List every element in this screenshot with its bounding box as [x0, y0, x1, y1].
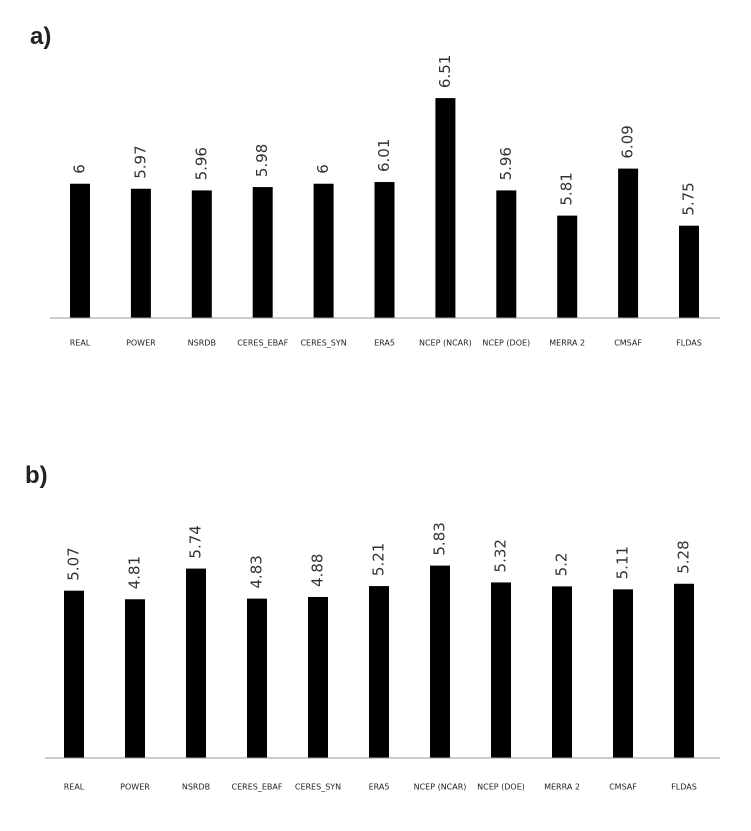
bar: [191, 190, 212, 318]
bar: [613, 589, 633, 758]
panel-label: a): [30, 23, 51, 50]
x-tick-label: FLDAS: [671, 783, 697, 792]
bar: [430, 565, 450, 758]
x-tick-label: NCEP (NCAR): [419, 339, 472, 348]
x-tick-label: MERRA 2: [549, 339, 585, 348]
bar: [64, 590, 84, 758]
x-tick-label: MERRA 2: [544, 783, 580, 792]
bar: [369, 586, 389, 758]
x-tick-label: ERA5: [369, 783, 390, 792]
bar: [125, 599, 145, 758]
bar: [496, 190, 517, 318]
bar: [557, 215, 578, 318]
value-label: 6.01: [375, 139, 393, 172]
value-label: 4.88: [309, 554, 327, 587]
value-label: 5.96: [192, 147, 210, 180]
value-label: 5.74: [187, 525, 205, 558]
x-tick-label: FLDAS: [676, 339, 702, 348]
value-label: 5.28: [675, 540, 693, 573]
value-label: 5.07: [65, 547, 83, 580]
panel-label: b): [25, 462, 48, 489]
bar: [435, 98, 456, 318]
x-tick-label: CERES_EBAF: [237, 339, 288, 348]
value-label: 5.97: [131, 145, 149, 178]
value-label: 6.09: [619, 125, 637, 158]
bar: [552, 586, 572, 758]
value-label: 5.98: [253, 144, 271, 177]
value-label: 5.11: [614, 546, 632, 579]
x-tick-label: CMSAF: [609, 783, 637, 792]
value-label: 6: [314, 164, 332, 174]
x-tick-label: REAL: [64, 783, 85, 792]
bar: [679, 225, 699, 318]
value-label: 4.83: [248, 555, 266, 588]
value-label: 4.81: [126, 556, 144, 589]
x-tick-label: ERA5: [374, 339, 395, 348]
value-label: 5.81: [558, 172, 576, 205]
bar: [252, 187, 273, 318]
bar: [186, 568, 206, 758]
bar: [247, 598, 267, 758]
bar: [308, 596, 328, 758]
value-label: 5.75: [680, 182, 698, 215]
x-tick-label: NCEP (DOE): [482, 339, 530, 348]
value-label: 5.32: [492, 539, 510, 572]
x-tick-label: POWER: [126, 339, 156, 348]
bar: [491, 582, 511, 758]
bar: [70, 183, 90, 318]
value-label: 5.96: [497, 147, 515, 180]
x-tick-label: CERES_SYN: [295, 783, 341, 792]
value-label: 5.83: [431, 522, 449, 555]
x-tick-label: NSRDB: [182, 783, 210, 792]
x-tick-label: NCEP (DOE): [477, 783, 525, 792]
x-tick-label: POWER: [120, 783, 150, 792]
bar: [313, 183, 334, 318]
bar: [374, 182, 395, 318]
x-tick-label: CERES_SYN: [300, 339, 346, 348]
x-tick-label: REAL: [70, 339, 91, 348]
value-label: 6.51: [436, 55, 454, 88]
x-tick-label: CERES_EBAF: [232, 783, 283, 792]
bar: [130, 188, 151, 318]
bar: [674, 583, 694, 758]
x-tick-label: NSRDB: [188, 339, 216, 348]
value-label: 5.2: [553, 553, 571, 577]
x-tick-label: NCEP (NCAR): [414, 783, 467, 792]
value-label: 6: [71, 164, 89, 174]
x-tick-label: CMSAF: [614, 339, 642, 348]
value-label: 5.21: [370, 543, 388, 576]
bar: [618, 168, 639, 318]
